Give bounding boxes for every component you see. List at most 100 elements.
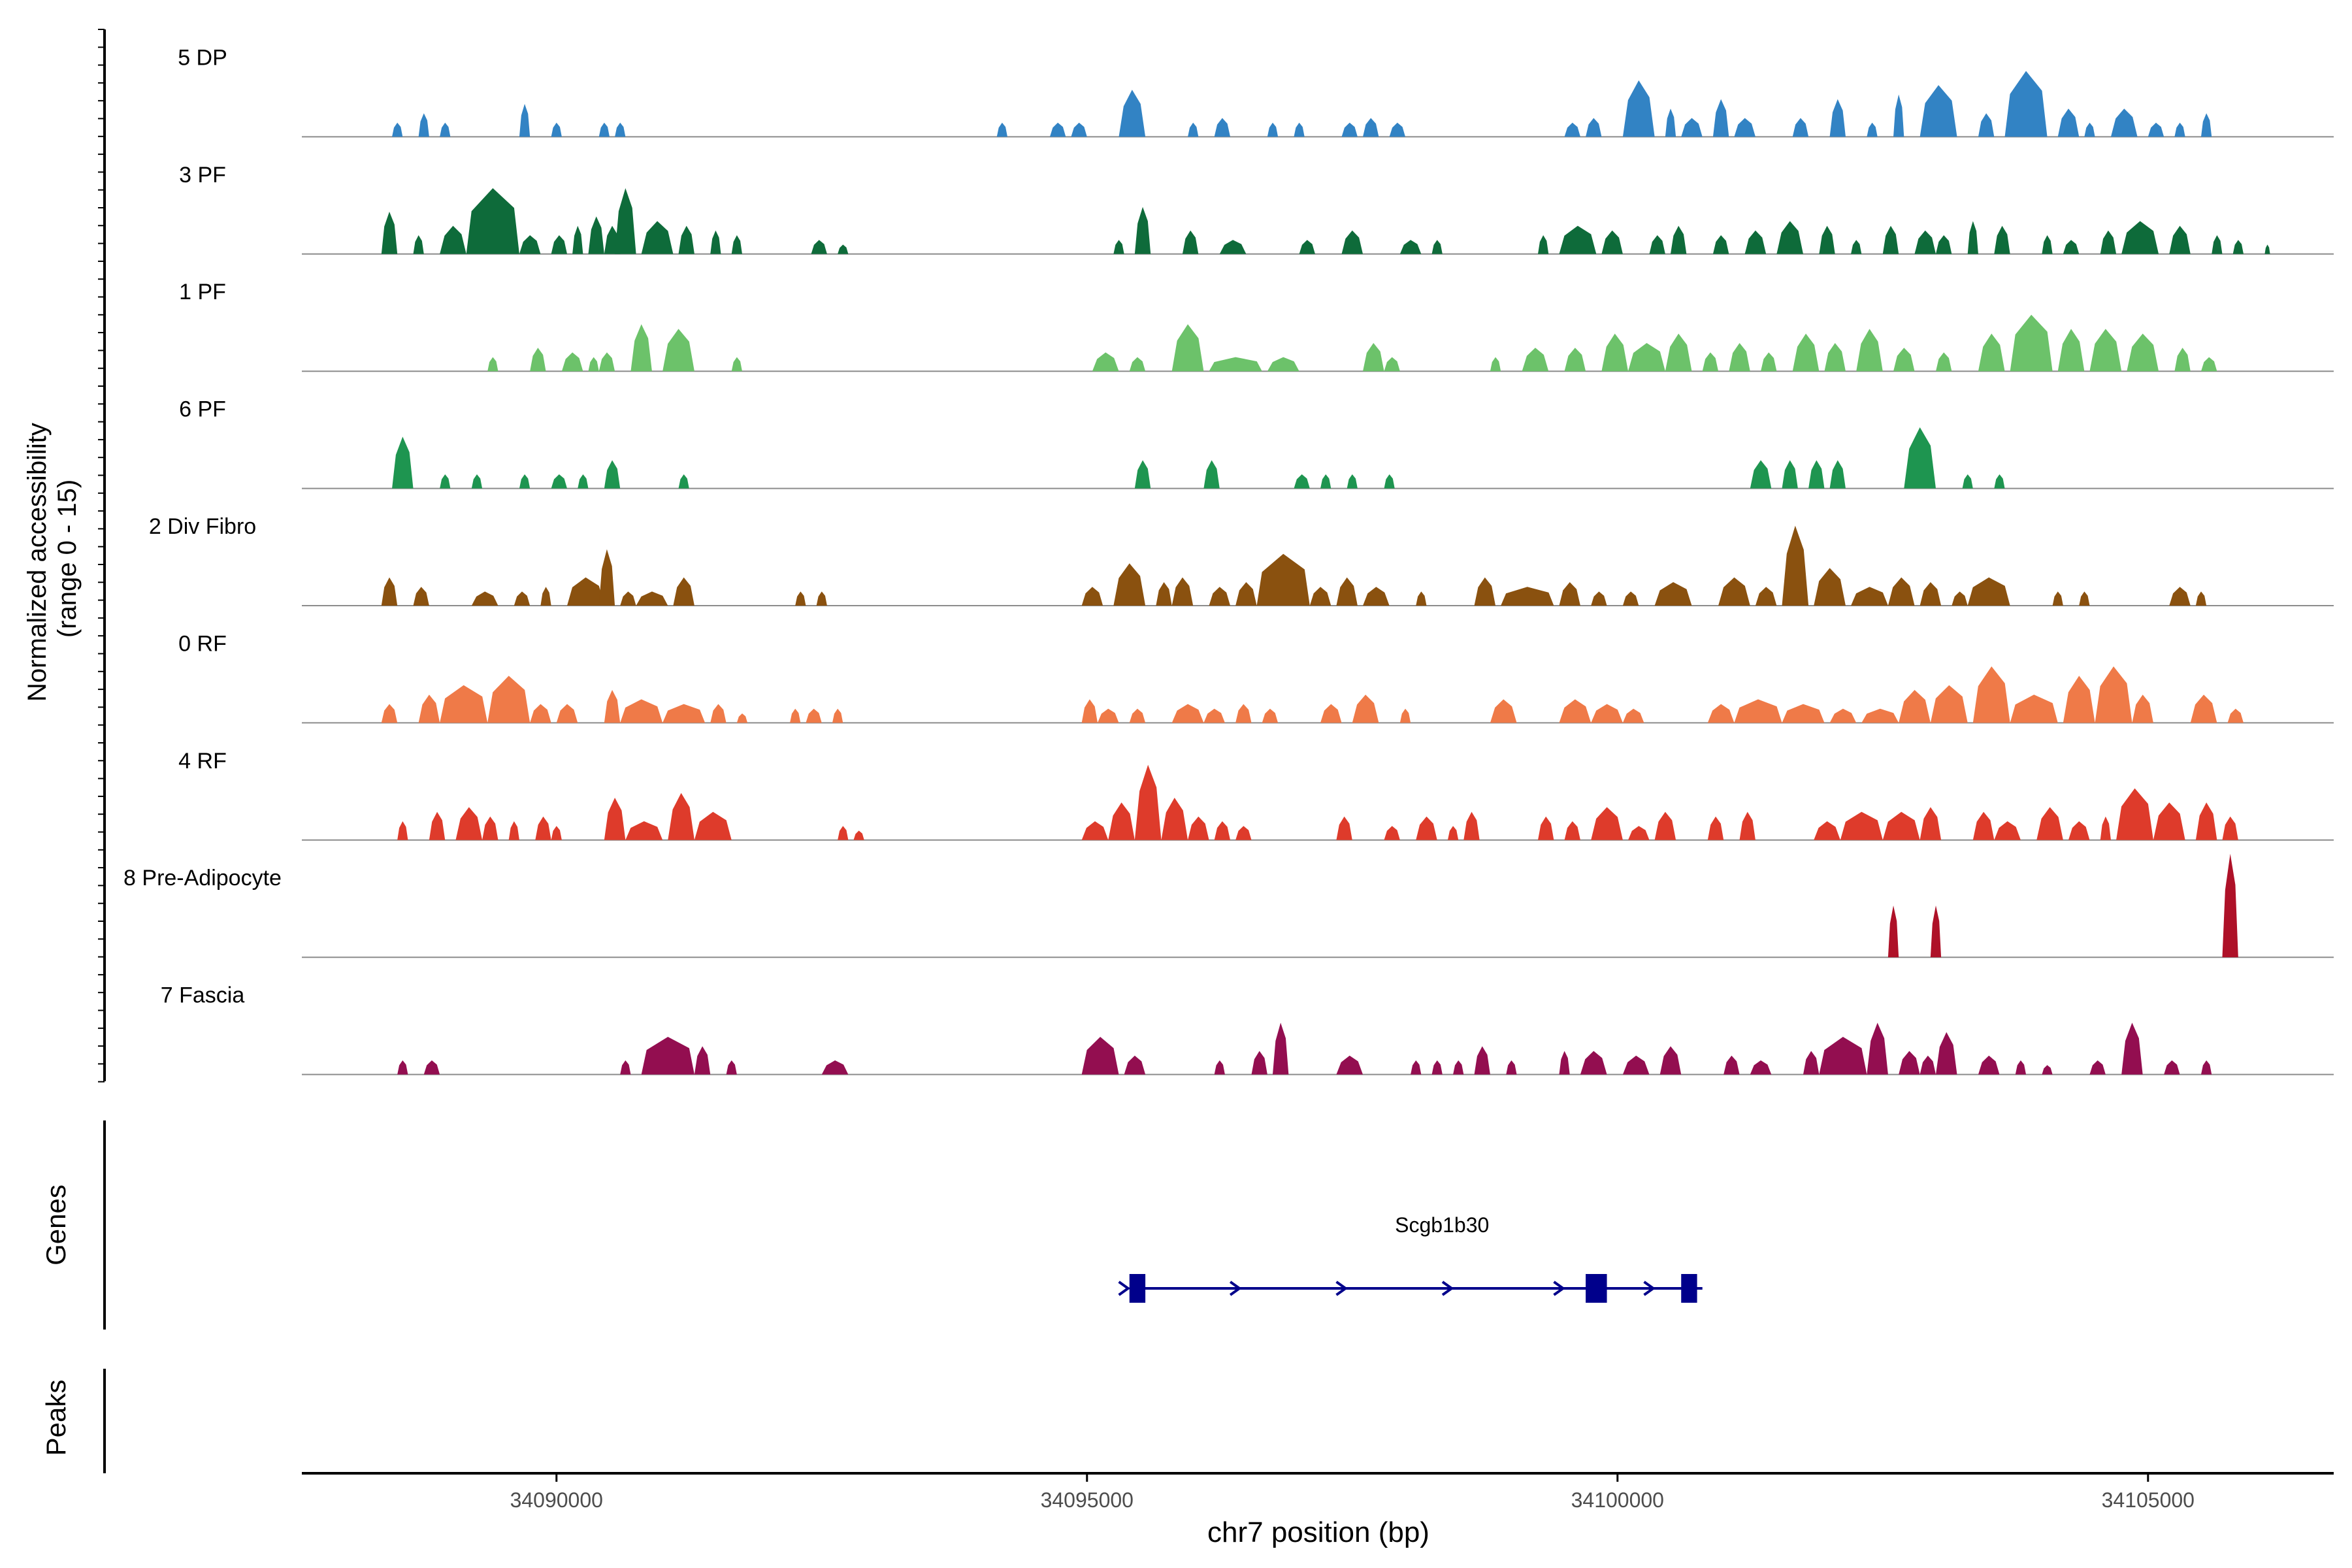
coverage-peak bbox=[694, 1046, 711, 1075]
coverage-peak bbox=[2174, 348, 2191, 372]
coverage-peak bbox=[1829, 708, 1857, 723]
track-5-dp: 5 DP bbox=[178, 45, 2334, 138]
coverage-peak bbox=[2084, 122, 2095, 137]
coverage-peak bbox=[2121, 1022, 2143, 1075]
coverage-peak bbox=[1272, 1022, 1289, 1075]
coverage-peak bbox=[2010, 694, 2058, 723]
coverage-peak bbox=[1156, 582, 1172, 606]
coverage-peak bbox=[1914, 230, 1936, 254]
coverage-peak bbox=[1309, 587, 1331, 606]
coverage-peak bbox=[736, 713, 748, 723]
coverage-peak bbox=[1214, 821, 1231, 840]
coverage-peak bbox=[1188, 122, 1199, 137]
coverage-peak bbox=[1904, 427, 1936, 489]
coverage-peak bbox=[2195, 591, 2207, 606]
coverage-peak bbox=[1734, 699, 1782, 723]
coverage-peak bbox=[1972, 811, 1995, 840]
coverage-peak bbox=[1739, 811, 1756, 840]
coverage-peak bbox=[1962, 474, 1973, 489]
coverage-peak bbox=[2227, 708, 2244, 723]
coverage-peak bbox=[551, 122, 562, 137]
gene-label: Scgb1b30 bbox=[1395, 1213, 1489, 1237]
coverage-peak bbox=[1320, 474, 1331, 489]
track-label: 3 PF bbox=[179, 163, 226, 188]
coverage-peak bbox=[1776, 221, 1803, 254]
coverage-peak bbox=[1919, 85, 1957, 137]
coverage-peak bbox=[678, 225, 694, 254]
coverage-peak bbox=[2153, 802, 2185, 840]
track-4-rf: 4 RF bbox=[178, 749, 2334, 841]
coverage-peak bbox=[2036, 807, 2063, 840]
coverage-peak bbox=[1930, 906, 1942, 958]
coverage-peak bbox=[1203, 460, 1220, 489]
coverage-peak bbox=[1431, 1060, 1443, 1075]
coverage-peak bbox=[1341, 230, 1364, 254]
coverage-peak bbox=[487, 357, 498, 372]
coverage-peak bbox=[1814, 821, 1840, 840]
coverage-peak bbox=[2222, 853, 2238, 958]
coverage-peak bbox=[530, 704, 551, 723]
coverage-peak bbox=[1723, 1055, 1740, 1075]
coverage-peak bbox=[2089, 329, 2122, 372]
coverage-peak bbox=[1681, 118, 1703, 137]
coverage-peak bbox=[662, 704, 706, 723]
coverage-peak bbox=[1628, 343, 1665, 372]
track-label: 7 Fascia bbox=[161, 983, 245, 1008]
coverage-peak bbox=[1792, 333, 1820, 372]
coverage-peak bbox=[806, 708, 822, 723]
coverage-peak bbox=[620, 1060, 631, 1075]
coverage-peak bbox=[620, 591, 636, 606]
coverage-peak bbox=[2100, 230, 2117, 254]
coverage-peak bbox=[1622, 1055, 1650, 1075]
gene-scgb1b30: Scgb1b30 bbox=[1118, 1213, 1703, 1303]
coverage-peak bbox=[2212, 235, 2223, 254]
coverage-tracks: 5 DP 3 PF 1 PF 6 PF 2 Div Fibro 0 RF 4 RF 8 Pre… bbox=[98, 29, 2334, 1083]
coverage-peak bbox=[2121, 221, 2159, 254]
coverage-peak bbox=[1341, 122, 1358, 137]
coverage-peak bbox=[1851, 240, 1862, 254]
coverage-peak bbox=[1363, 587, 1390, 606]
coverage-peak bbox=[2200, 1060, 2212, 1075]
coverage-peak bbox=[1803, 1051, 1820, 1075]
coverage-peak bbox=[2195, 802, 2217, 840]
coverage-peak bbox=[2063, 240, 2080, 254]
coverage-peak bbox=[1899, 1051, 1920, 1075]
coverage-peak bbox=[392, 436, 414, 489]
strand-arrow bbox=[1229, 1281, 1242, 1296]
coverage-peak bbox=[1214, 118, 1231, 137]
track-2-div-fibro: 2 Div Fibro bbox=[149, 514, 2334, 606]
coverage-peak bbox=[1209, 587, 1231, 606]
coverage-peak bbox=[551, 474, 568, 489]
coverage-peak bbox=[1474, 577, 1496, 606]
coverage-peak bbox=[1235, 704, 1252, 723]
coverage-peak bbox=[1559, 1051, 1570, 1075]
coverage-peak bbox=[1171, 704, 1204, 723]
coverage-peak bbox=[1416, 591, 1427, 606]
coverage-peak bbox=[832, 708, 843, 723]
coverage-peak bbox=[1792, 118, 1809, 137]
coverage-peak bbox=[1665, 333, 1692, 372]
coverage-peak bbox=[1622, 80, 1655, 137]
coverage-peak bbox=[1967, 577, 2010, 606]
coverage-peak bbox=[1294, 474, 1310, 489]
coverage-peak bbox=[1824, 343, 1846, 372]
coverage-peak bbox=[556, 704, 578, 723]
coverage-peak bbox=[1601, 333, 1629, 372]
coverage-peak bbox=[1119, 90, 1146, 137]
coverage-peak bbox=[1134, 764, 1162, 840]
coverage-peak bbox=[1416, 816, 1437, 840]
coverage-peak bbox=[2232, 240, 2244, 254]
coverage-peak bbox=[519, 235, 541, 254]
coverage-peak bbox=[1591, 591, 1607, 606]
coverage-peak bbox=[1750, 1060, 1772, 1075]
genes-track-label: Genes bbox=[41, 1184, 71, 1266]
coverage-peak bbox=[625, 821, 663, 840]
coverage-peak bbox=[838, 244, 849, 254]
coverage-peak bbox=[1134, 206, 1151, 254]
coverage-peak bbox=[598, 122, 610, 137]
coverage-peak bbox=[1750, 460, 1772, 489]
coverage-peak bbox=[1352, 694, 1379, 723]
coverage-peak bbox=[1559, 699, 1592, 723]
coverage-peak bbox=[2174, 122, 2185, 137]
coverage-peak bbox=[1384, 357, 1400, 372]
